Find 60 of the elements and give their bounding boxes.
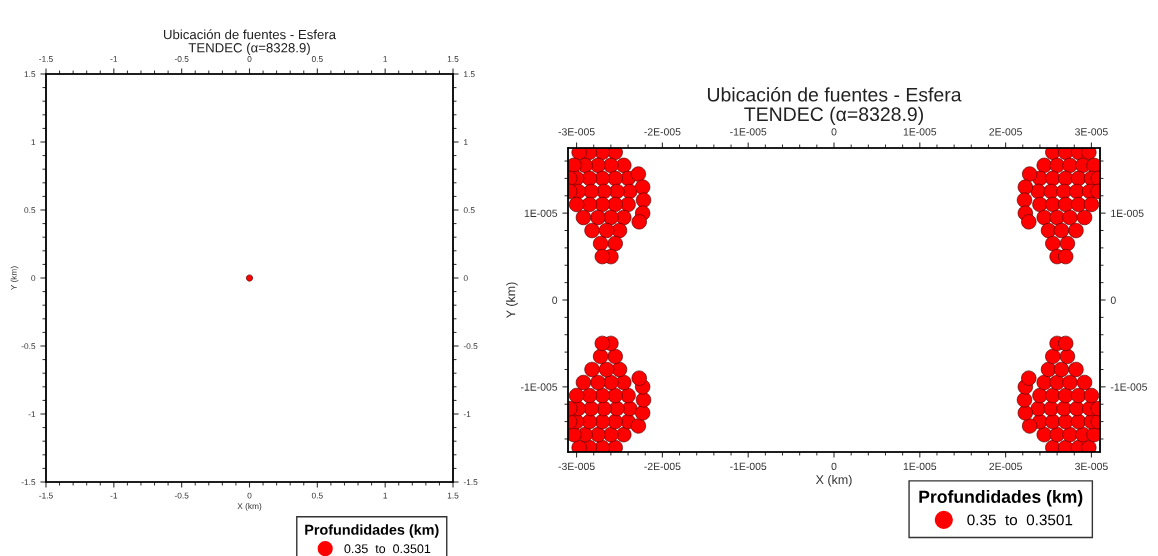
x-tick-label: 0 (831, 462, 837, 471)
y-axis-title: Y (km) (506, 282, 518, 319)
x-tick-label: 2E-005 (989, 462, 1022, 471)
x-tick-label: -3E-005 (558, 462, 595, 471)
y-tick-label: 0 (31, 275, 36, 282)
x-tick-label: 1 (383, 492, 388, 499)
x2-tick-label: -0.5 (174, 56, 189, 62)
x2-tick-label: -1E-005 (730, 128, 767, 136)
x-tick-label: -1E-005 (730, 462, 767, 471)
y-tick-label: 1 (31, 139, 36, 146)
y-tick-label: -1 (28, 411, 36, 418)
x2-tick-label: 1E-005 (903, 128, 937, 136)
y2-tick-label: 1.5 (464, 71, 475, 78)
y-tick-label: 0 (552, 296, 558, 304)
y-tick-label: 1E-005 (524, 209, 558, 218)
y-tick-label: -0.5 (21, 343, 36, 350)
x2-tick-label: 0.5 (311, 56, 323, 62)
x-tick-label: 0 (247, 492, 252, 499)
x-tick-label: 3E-005 (1075, 462, 1108, 471)
y2-tick-label: 0 (1110, 296, 1116, 304)
x2-tick-label: 2E-005 (989, 128, 1022, 136)
x2-tick-label: -3E-005 (558, 128, 595, 136)
x-tick-label: -2E-005 (644, 462, 681, 471)
chart-title: Ubicación de fuentes - Esfera (707, 87, 962, 102)
y2-tick-label: -1.5 (463, 479, 478, 486)
legend-title: Profundidades (km) (919, 490, 1083, 507)
x-tick-label: -1.5 (39, 492, 53, 499)
x-axis-title: X (km) (237, 502, 262, 511)
x2-tick-label: 0 (831, 128, 837, 136)
x2-tick-label: 0 (247, 56, 252, 62)
legend-label: 0.35 to 0.3501 (967, 514, 1073, 526)
y2-tick-label: 1E-005 (1111, 209, 1144, 218)
x2-tick-label: -2E-005 (644, 128, 681, 136)
y2-tick-label: -1 (463, 411, 471, 418)
y-axis-title: Y (km) (10, 266, 19, 291)
y-tick-label: 0.5 (24, 207, 36, 214)
x-tick-label: 1.5 (447, 492, 459, 499)
x-tick-label: -1 (110, 492, 118, 499)
y-tick-label: -1.5 (21, 479, 36, 486)
chart-subtitle: TENDEC (α=8328.9) (188, 42, 310, 56)
x2-tick-label: 1.5 (447, 56, 459, 62)
y-tick-label: 1.5 (24, 71, 36, 78)
y2-tick-label: 0.5 (463, 207, 475, 214)
legend-title: Profundidades (km) (305, 524, 439, 538)
x2-tick-label: -1.5 (39, 56, 53, 62)
x-axis-title: X (km) (815, 474, 852, 487)
x2-tick-label: 3E-005 (1075, 128, 1108, 136)
x-tick-label: -0.5 (174, 492, 189, 499)
y2-tick-label: -0.5 (463, 343, 478, 350)
chart-subtitle: TENDEC (α=8328.9) (744, 106, 923, 125)
chart-title: Ubicación de fuentes - Esfera (163, 29, 337, 40)
x-tick-label: 1E-005 (903, 462, 937, 471)
x-tick-label: 0.5 (311, 492, 323, 499)
x2-tick-label: -1 (110, 56, 118, 62)
x2-tick-label: 1 (383, 56, 388, 62)
y2-tick-label: 1 (464, 139, 468, 146)
y-tick-label: -1E-005 (520, 383, 558, 391)
y2-tick-label: 0 (463, 275, 468, 282)
y2-tick-label: -1E-005 (1110, 383, 1148, 391)
legend-label: 0.35 to 0.3501 (344, 544, 431, 554)
